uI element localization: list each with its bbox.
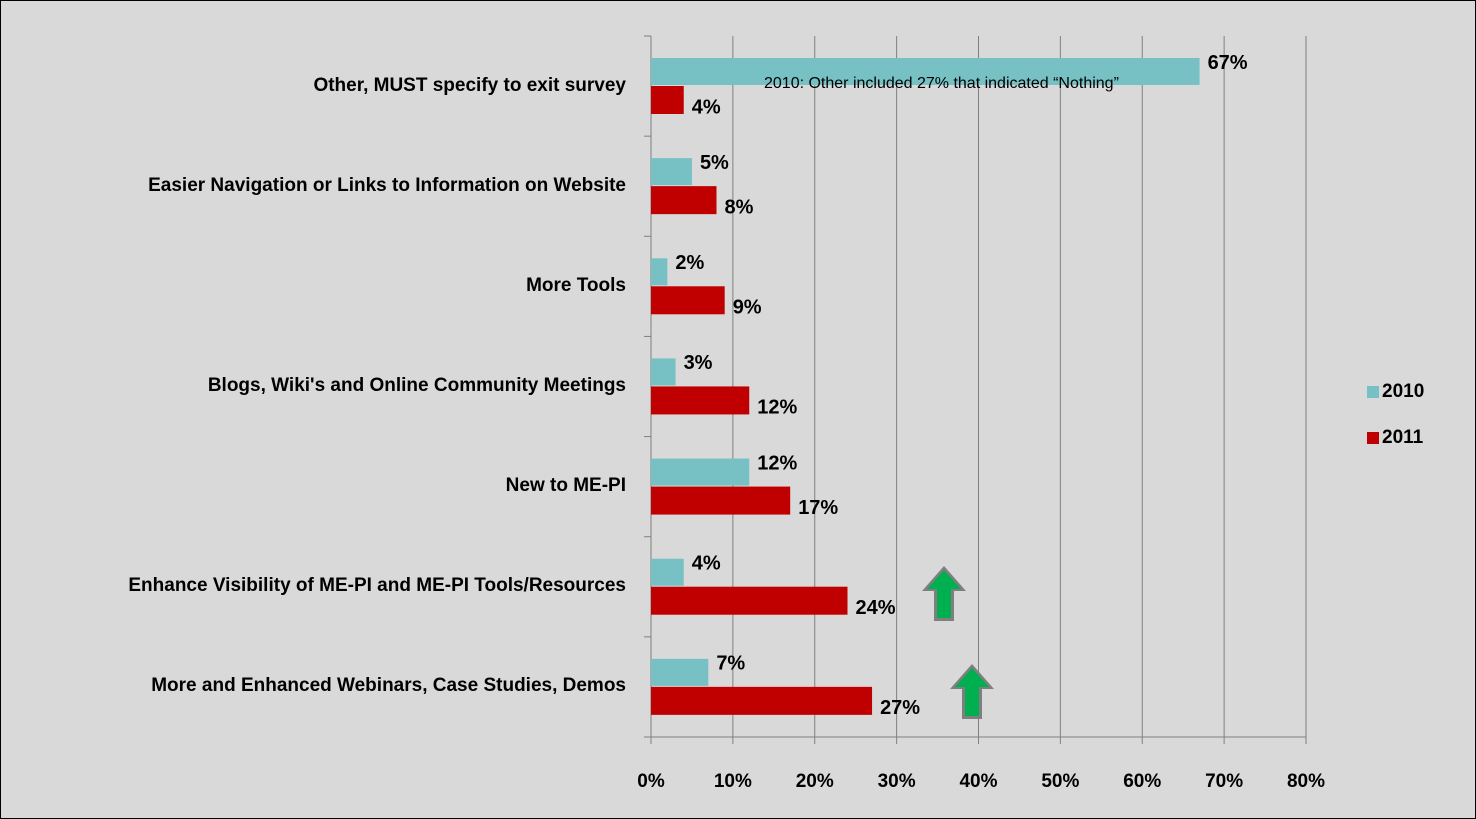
y-tick-label: Easier Navigation or Links to Informatio… — [26, 136, 626, 234]
bar — [651, 86, 684, 114]
value-label: 2% — [675, 252, 704, 274]
bar — [651, 486, 791, 515]
category-text: New to ME-PI — [505, 475, 626, 497]
up-arrow — [922, 566, 966, 621]
value-label: 17% — [798, 497, 838, 519]
y-tick-label: Blogs, Wiki's and Online Community Meeti… — [26, 336, 626, 434]
plot: 0% 10% 20% 30% 40% 50% 60% 70% 80% 67% 4% 5% 8% 2% 9% 3… — [637, 35, 1424, 792]
y-tick-label: More and Enhanced Webinars, Case Studies… — [26, 637, 626, 735]
annotation: 2010: Other included 27% that indicated … — [764, 75, 1119, 92]
value-label: 12% — [757, 397, 797, 419]
x-tick-label: 50% — [1041, 771, 1079, 792]
legend-swatch — [1367, 432, 1379, 444]
category-text: More and Enhanced Webinars, Case Studies… — [151, 675, 626, 697]
x-tick-label: 40% — [959, 771, 997, 792]
value-label: 4% — [692, 552, 721, 574]
value-label: 7% — [716, 653, 745, 675]
y-tick-label: More Tools — [26, 236, 626, 334]
value-label: 5% — [700, 152, 729, 174]
category-text: Other, MUST specify to exit survey — [313, 74, 626, 96]
bar — [651, 158, 692, 186]
bar — [651, 558, 684, 586]
y-tick-label: Enhance Visibility of ME-PI and ME-PI To… — [26, 537, 626, 635]
bar — [651, 58, 1200, 85]
y-tick-label: Other, MUST specify to exit survey — [26, 36, 626, 134]
bar — [651, 586, 848, 615]
x-tick-label: 60% — [1123, 771, 1161, 792]
legend-swatch — [1367, 386, 1379, 398]
bar — [651, 686, 873, 715]
bar — [651, 286, 725, 315]
legend-label: 2011 — [1382, 427, 1424, 448]
bar — [651, 658, 709, 686]
bar — [651, 458, 750, 486]
bar — [651, 358, 676, 386]
value-label: 27% — [880, 697, 920, 719]
value-label: 9% — [733, 297, 762, 319]
x-tick-label: 10% — [714, 771, 752, 792]
bar — [651, 386, 750, 415]
value-label: 4% — [692, 96, 721, 118]
value-label: 24% — [856, 597, 896, 619]
x-tick-label: 20% — [796, 771, 834, 792]
category-text: Blogs, Wiki's and Online Community Meeti… — [207, 374, 626, 396]
legend-label: 2010 — [1382, 381, 1424, 402]
value-label: 8% — [725, 196, 754, 218]
category-text: Easier Navigation or Links to Informatio… — [148, 174, 626, 196]
x-tick-label: 70% — [1205, 771, 1243, 792]
category-text: More Tools — [526, 274, 626, 296]
value-label: 67% — [1208, 52, 1248, 74]
up-arrow — [950, 664, 994, 719]
x-tick-label: 80% — [1287, 771, 1325, 792]
bar — [651, 258, 668, 286]
y-tick-label: New to ME-PI — [26, 437, 626, 535]
value-label: 3% — [684, 352, 713, 374]
x-tick-label: 30% — [878, 771, 916, 792]
value-label: 12% — [757, 452, 797, 474]
bar — [651, 186, 717, 215]
category-text: Enhance Visibility of ME-PI and ME-PI To… — [128, 575, 626, 597]
x-tick-label: 0% — [637, 771, 665, 792]
